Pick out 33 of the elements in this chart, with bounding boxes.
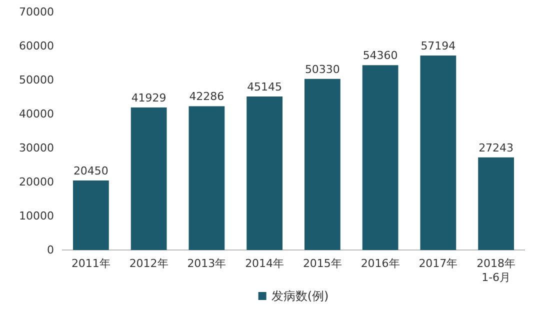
x-tick-label: 2015年 — [302, 257, 342, 270]
bar — [72, 180, 109, 250]
bar — [130, 107, 167, 250]
data-label: 45145 — [247, 80, 282, 94]
x-tick-label: 2011年 — [71, 257, 110, 270]
y-tick-label: 60000 — [19, 40, 54, 53]
x-tick-label: 2017年 — [418, 257, 458, 270]
data-label: 50330 — [304, 62, 340, 76]
y-tick-label: 30000 — [19, 142, 54, 155]
x-tick-label: 2016年 — [360, 257, 400, 270]
data-label: 27243 — [478, 141, 514, 154]
x-tick-label: 2018年 1-6月 — [476, 257, 516, 284]
bar — [188, 106, 225, 250]
bar — [362, 65, 398, 250]
y-tick-label: 40000 — [19, 108, 54, 121]
x-tick-label: 2013年 — [187, 257, 226, 270]
data-label: 42286 — [189, 90, 224, 104]
data-label: 54360 — [362, 49, 398, 62]
x-tick-label: 2014年 — [245, 257, 284, 270]
bar — [304, 78, 340, 250]
y-tick-label: 50000 — [19, 74, 54, 87]
data-label: 41929 — [131, 91, 166, 104]
legend-label: 发病数(例) — [271, 289, 329, 303]
data-label: 20450 — [73, 164, 108, 178]
bar — [246, 96, 283, 250]
bar — [420, 56, 456, 250]
y-tick-label: 10000 — [19, 210, 54, 223]
y-tick-label: 20000 — [19, 176, 54, 189]
y-tick-label: 70000 — [19, 6, 54, 19]
data-label: 57194 — [420, 40, 456, 53]
bar — [478, 157, 514, 250]
x-tick-label: 2012年 — [129, 257, 168, 270]
y-tick-label: 0 — [47, 244, 54, 257]
